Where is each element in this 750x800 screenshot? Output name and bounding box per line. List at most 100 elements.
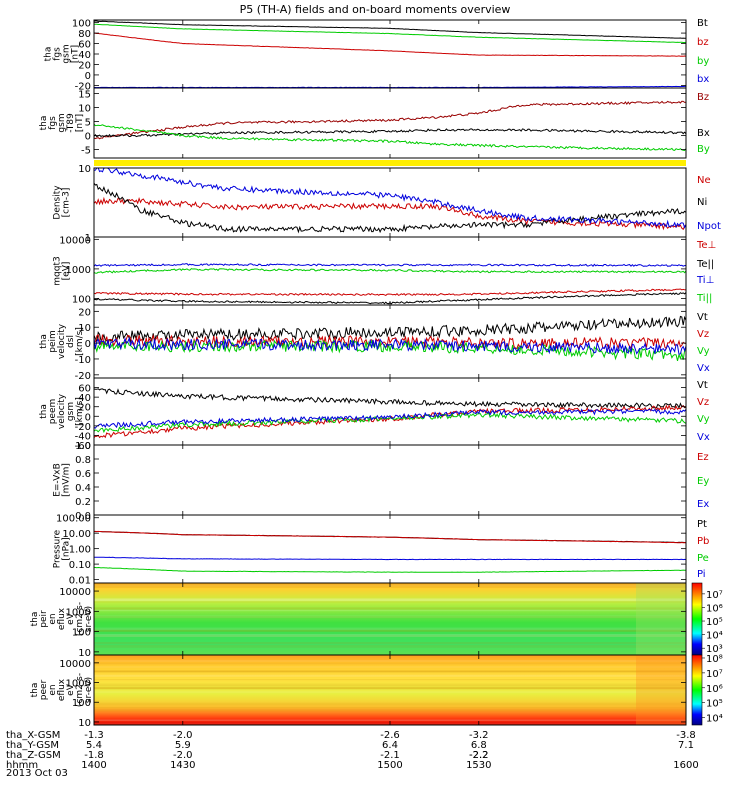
x-axis-value: 7.1 (678, 740, 694, 751)
y-tick-label: 1000 (66, 679, 91, 690)
x-axis-value: 1600 (673, 760, 698, 771)
y-tick-label: 0 (85, 339, 91, 350)
spectrogram-texture (94, 628, 686, 632)
x-axis-value: -2.6 (380, 730, 400, 741)
spectrogram-texture (94, 679, 686, 681)
y-axis-label: sr-eV) (84, 677, 94, 703)
legend-label: Bx (697, 128, 710, 139)
colorbar-tick-label: 10⁸ (706, 654, 723, 665)
legend-label: Vx (697, 363, 710, 374)
y-axis-label: E=-VxB (53, 463, 63, 497)
y-tick-label: 1000 (66, 607, 91, 618)
x-axis-value: -2.0 (173, 730, 193, 741)
y-tick-label: 60 (78, 40, 91, 51)
spectrogram-texture (94, 601, 686, 603)
y-tick-label: 0.01 (69, 576, 91, 587)
spectrogram-texture (94, 627, 686, 631)
spectrogram-texture (94, 607, 686, 610)
legend-label: Pe (697, 553, 709, 564)
legend-label: Vz (697, 397, 709, 408)
y-tick-label: -5 (81, 146, 91, 157)
series-pressure-3 (94, 556, 687, 561)
y-tick-label: 10 (78, 648, 91, 659)
y-tick-label: 0.4 (75, 483, 91, 494)
series-fgs_dip-1 (93, 128, 687, 138)
legend-label: Pt (697, 519, 707, 530)
spectrogram-texture (94, 609, 686, 612)
x-axis-labels: tha_X-GSM -1.3 -2.0 -2.6 -3.2 -3.8 tha_Y-GSM 5.… (6, 730, 699, 771)
y-axis-label: [nT] (75, 114, 85, 132)
x-axis-value: -3.8 (676, 730, 696, 741)
series-fgs_dip-0 (93, 100, 687, 140)
legend-label: Npot (697, 221, 721, 232)
x-axis-value: 6.8 (471, 740, 487, 751)
spectrogram-texture (94, 616, 686, 619)
y-axis-label: [cm-3] (62, 188, 72, 218)
y-tick-label: -60 (75, 441, 91, 452)
series-density-1 (93, 182, 687, 234)
series-fgm-1 (93, 32, 687, 57)
colorbar-ion_spec (691, 582, 703, 656)
y-axis-label: fgs (48, 116, 58, 130)
legend-label: Te|| (696, 259, 714, 270)
y-axis-label: velocity (57, 393, 67, 429)
series-fgs_dip-2 (93, 123, 687, 152)
y-axis-label: tha (30, 612, 40, 627)
y-tick-label: -40 (75, 431, 91, 442)
spectrogram-texture (94, 660, 686, 662)
spectrogram-texture (94, 662, 686, 665)
legend-label: Ti|| (696, 293, 712, 304)
spectrogram-texture (94, 685, 686, 688)
x-axis-value: -2.2 (469, 750, 489, 761)
x-axis-value: 5.9 (175, 740, 191, 751)
y-tick-label: 40 (78, 393, 91, 404)
y-axis-label: -T89 (66, 113, 76, 133)
spectrogram-texture (94, 687, 686, 690)
spectrogram-texture (94, 687, 686, 690)
legend-label: Vt (697, 380, 708, 391)
legend-label: bx (697, 74, 709, 85)
legend-label: by (697, 56, 709, 67)
series-pressure-1 (94, 530, 687, 544)
panel-frame (93, 377, 687, 446)
panel-frame (93, 19, 687, 89)
y-tick-label: 10000 (59, 659, 91, 670)
y-axis-label: dsl (66, 335, 76, 348)
y-axis-label: tha (44, 47, 54, 62)
spectrogram-texture (94, 598, 686, 602)
y-tick-label: 20 (78, 403, 91, 414)
spectrogram-texture (636, 655, 686, 725)
spectrogram-texture (94, 706, 686, 709)
y-axis-label: eflux (57, 678, 67, 701)
y-axis-label: tha (30, 683, 40, 698)
y-tick-label: 100 (72, 19, 91, 30)
y-tick-label: 0.2 (75, 497, 91, 508)
y-axis-label: [nT] (71, 45, 81, 63)
panel-pressure: Pt Pb Pe Pi 100.00 10.00 1.00 0.10 0.01 Pressure[… (53, 514, 710, 587)
spectrogram-texture (94, 683, 686, 686)
x-axis-value: -2.1 (380, 750, 400, 761)
x-axis-value: -1.8 (84, 750, 104, 761)
colorbar-elec_spec (691, 654, 703, 726)
series-temp-3 (93, 268, 687, 274)
y-axis-label: [eV] (62, 262, 72, 281)
legend-label: Vx (697, 432, 710, 443)
spectrogram-texture (94, 634, 686, 637)
legend-label: Vz (697, 329, 709, 340)
spectrogram-texture (94, 719, 686, 722)
y-axis-label: fgs (53, 47, 63, 61)
x-axis-value: -2.0 (173, 750, 193, 761)
panel-ion_spec: 10000 1000 100 10 tha peir en eflux eV (cm2-s-sr-… (30, 582, 687, 659)
spectrogram-texture (636, 583, 686, 655)
figure-title: P5 (TH-A) fields and on-board moments ov… (240, 3, 511, 16)
y-axis-label: [nPa] (62, 537, 72, 560)
y-tick-label: 100 (72, 628, 91, 639)
y-axis-label: gsm (62, 44, 72, 63)
colorbar-tick-label: 10⁴ (706, 714, 723, 725)
y-tick-label: -10 (75, 355, 91, 366)
series-vel_dsl-0 (93, 315, 687, 344)
spectrogram-texture (94, 598, 686, 601)
series-fgm-0 (93, 20, 686, 39)
